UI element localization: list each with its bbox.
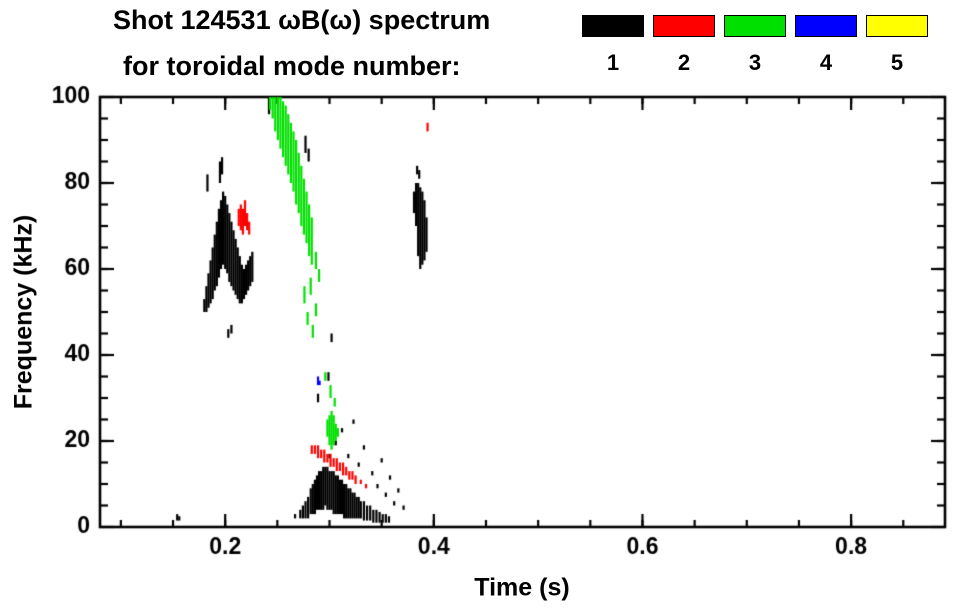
legend-item-mode-2: 2 xyxy=(653,15,715,74)
y-axis-title: Frequency (kHz) xyxy=(9,214,38,410)
mode-legend: 1 2 3 4 5 xyxy=(582,15,928,74)
legend-label-mode-5: 5 xyxy=(890,50,904,75)
plot-subtitle: for toroidal mode number: xyxy=(123,51,461,81)
legend-label-mode-3: 3 xyxy=(748,50,762,75)
legend-item-mode-5: 5 xyxy=(866,15,928,74)
legend-swatch-mode-3 xyxy=(724,15,786,37)
legend-label-mode-1: 1 xyxy=(606,50,620,75)
legend-swatch-mode-5 xyxy=(866,15,928,37)
legend-label-mode-2: 2 xyxy=(677,50,691,75)
legend-swatch-mode-2 xyxy=(653,15,715,37)
legend-swatch-mode-4 xyxy=(795,15,857,37)
legend-item-mode-3: 3 xyxy=(724,15,786,74)
legend-swatch-mode-1 xyxy=(582,15,644,37)
plot-title: Shot 124531 ωB(ω) spectrum xyxy=(113,5,491,35)
x-axis-title: Time (s) xyxy=(474,573,570,602)
legend-label-mode-4: 4 xyxy=(819,50,833,75)
legend-item-mode-1: 1 xyxy=(582,15,644,74)
legend-item-mode-4: 4 xyxy=(795,15,857,74)
